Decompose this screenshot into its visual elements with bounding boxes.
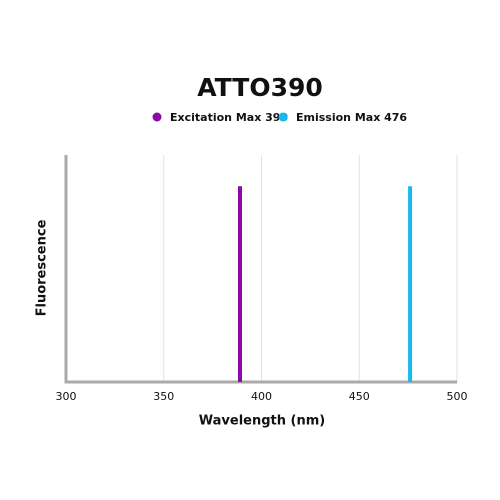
legend-marker [152, 112, 162, 122]
x-axis-label: Wavelength (nm) [199, 414, 325, 429]
legend-label: Excitation Max 390 [170, 111, 288, 124]
x-tick-label: 350 [153, 390, 174, 403]
legend-marker [278, 112, 288, 122]
legend-label: Emission Max 476 [296, 111, 407, 124]
x-tick-label: 500 [447, 390, 468, 403]
x-tick-label: 400 [251, 390, 272, 403]
x-tick-label: 450 [349, 390, 370, 403]
chart-title: ATTO390 [197, 73, 323, 102]
x-tick-label: 300 [56, 390, 77, 403]
y-axis-label: Fluorescence [35, 219, 50, 316]
